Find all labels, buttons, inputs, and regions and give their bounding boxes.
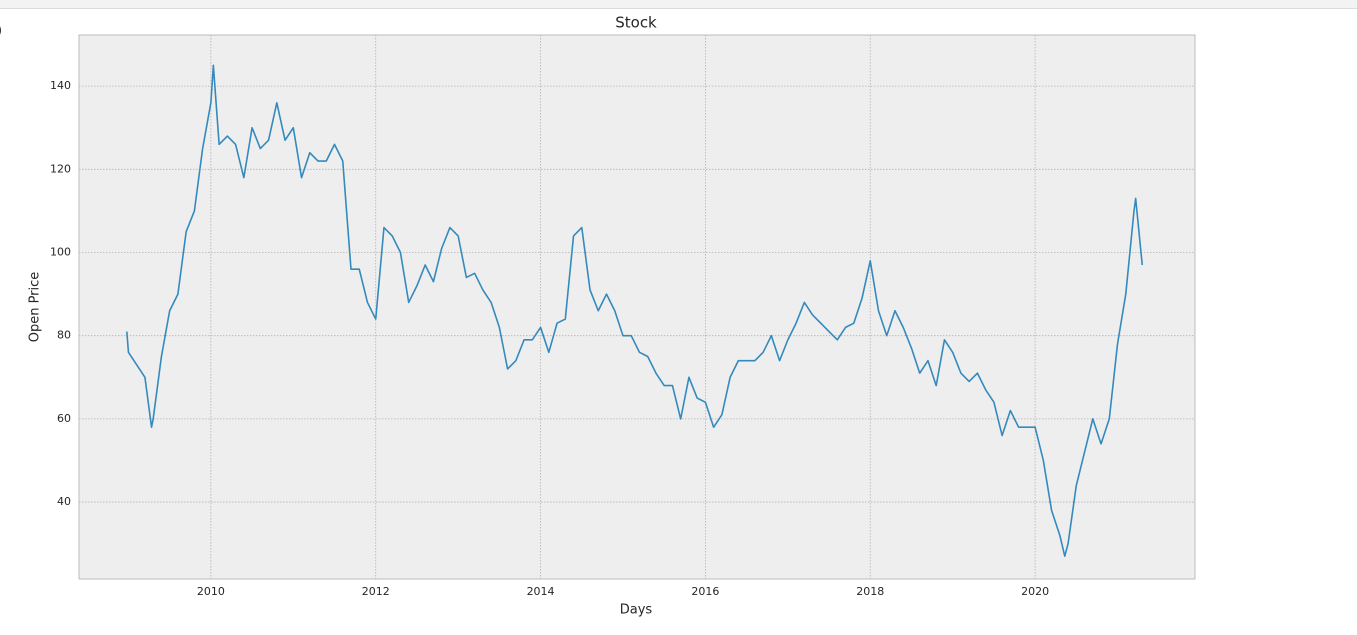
x-tick-label: 2010 [197, 585, 225, 598]
x-tick-label: 2018 [856, 585, 884, 598]
y-tick-label: 100 [50, 246, 71, 259]
price-line [126, 64, 1144, 557]
marks [126, 64, 1144, 557]
x-tick-label: 2016 [691, 585, 719, 598]
y-tick-label: 120 [50, 162, 71, 175]
grid [79, 35, 1195, 579]
y-tick-label: 60 [57, 412, 71, 425]
y-tick-label: 80 [57, 329, 71, 342]
y-axis-label: Open Price [28, 272, 43, 343]
cell-prompt: ) [0, 24, 2, 39]
x-axis-label: Days [620, 603, 653, 618]
x-tick-label: 2012 [362, 585, 390, 598]
labels: 2010 2012 2014 2016 2018 2020 40 60 80 100 120 140 [50, 79, 1049, 598]
y-tick-label: 140 [50, 79, 71, 92]
chart-title: Stock [615, 14, 657, 32]
x-tick-label: 2020 [1021, 585, 1049, 598]
x-tick-label: 2014 [527, 585, 555, 598]
y-tick-label: 40 [57, 495, 71, 508]
cell-top-bar [0, 0, 1357, 8]
plot-area [78, 34, 1196, 580]
